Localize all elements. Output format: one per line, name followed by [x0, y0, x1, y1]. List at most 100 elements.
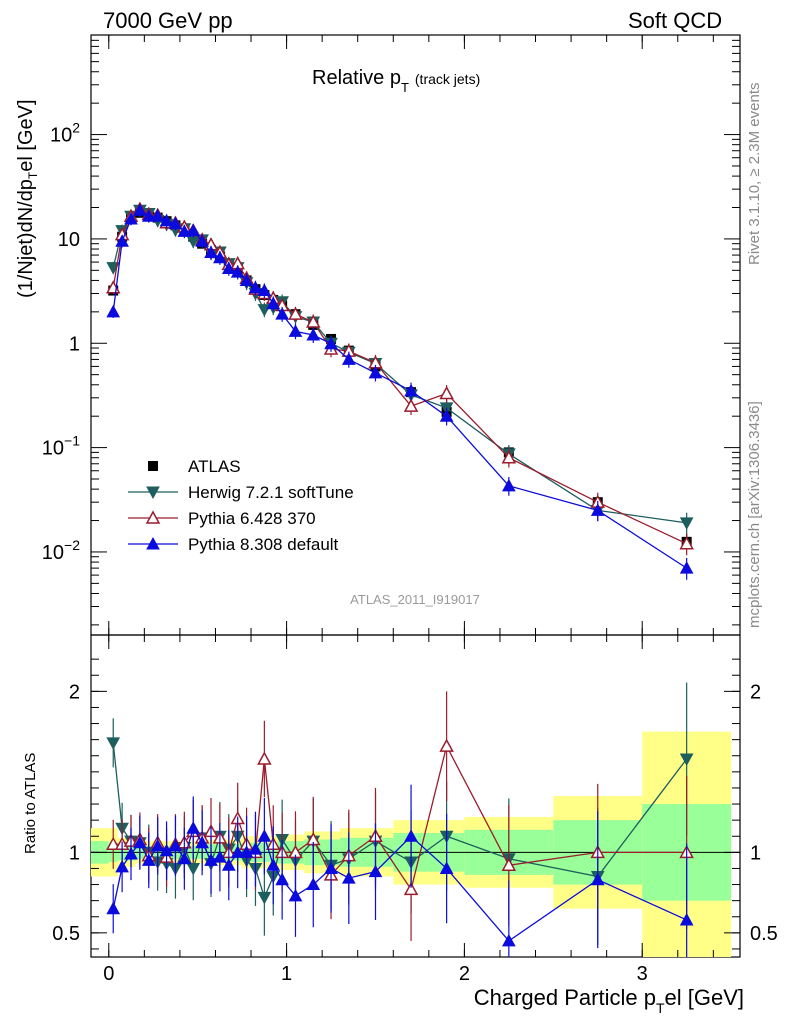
ratio-point-pythia-8-308-default: [186, 821, 201, 834]
ratio-point-herwig-7-2-1-softtune: [186, 862, 201, 876]
x-tick-label: 1: [281, 963, 292, 985]
point-pythia-8-308-default: [186, 223, 201, 237]
point-pythia-8-308-default: [275, 307, 289, 320]
ratio-point-pythia-8-308-default: [124, 846, 138, 860]
ratio-y-tick-label-right: 2: [750, 681, 761, 703]
legend-marker-pythia-6-428-370: [145, 510, 161, 524]
point-pythia-8-308-default: [341, 352, 356, 365]
legend-label-herwig-7-2-1-softtune: Herwig 7.2.1 softTune: [188, 483, 354, 502]
point-pythia-8-308-default: [213, 250, 227, 264]
point-pythia-6-428-370: [403, 398, 419, 412]
ratio-y-tick-label: 1: [69, 842, 80, 864]
ratio-point-pythia-6-428-370: [439, 738, 454, 752]
x-tick-label: 0: [103, 963, 114, 985]
ratio-point-pythia-8-308-default: [404, 829, 418, 842]
point-pythia-8-308-default: [404, 383, 418, 397]
point-pythia-6-428-370: [439, 385, 454, 400]
y-tick-label: 10−2: [42, 537, 80, 564]
ratio-point-pythia-8-308-default: [590, 872, 605, 886]
y-axis-label: (1/Njet)dN/dpTel [GeV]: [15, 99, 40, 298]
point-pythia-8-308-default: [115, 234, 129, 247]
point-pythia-8-308-default: [679, 561, 694, 574]
point-pythia-8-308-default: [248, 280, 263, 294]
legend-label-atlas: ATLAS: [188, 457, 241, 476]
legend-marker-atlas: [148, 461, 158, 471]
x-tick-label: 3: [637, 963, 648, 985]
header-category: Soft QCD: [628, 8, 723, 33]
ratio-point-pythia-8-308-default: [141, 853, 156, 866]
legend-marker-herwig-7-2-1-softtune: [146, 486, 160, 500]
ratio-point-pythia-8-308-default: [115, 859, 129, 873]
point-pythia-8-308-default: [221, 261, 236, 275]
point-pythia-8-308-default: [150, 208, 165, 222]
legend: ATLAS Herwig 7.2.1 softTune Pythia 6.428 3…: [128, 457, 354, 554]
ratio-point-pythia-8-308-default: [257, 829, 272, 842]
ratio-point-pythia-8-308-default: [502, 933, 516, 947]
ratio-y-tick-label: 0.5: [52, 923, 80, 945]
point-pythia-8-308-default: [141, 209, 156, 222]
ratio-point-pythia-6-428-370: [105, 836, 121, 851]
point-pythia-8-308-default: [204, 245, 218, 259]
ratio-point-pythia-8-308-default: [324, 861, 338, 874]
ratio-point-pythia-8-308-default: [341, 871, 356, 884]
ratio-point-pythia-8-308-default: [368, 864, 383, 878]
point-pythia-8-308-default: [288, 324, 303, 337]
point-pythia-8-308-default: [324, 336, 338, 350]
rivet-version-label: Rivet 3.1.10, ≥ 2.3M events: [746, 82, 763, 266]
legend-label-pythia-6-428-370: Pythia 6.428 370: [188, 509, 316, 528]
ratio-point-pythia-8-308-default: [150, 838, 165, 852]
ratio-point-pythia-6-428-370: [257, 751, 272, 765]
chart-title: Relative pT(track jets): [312, 67, 480, 95]
legend-label-pythia-8-308-default: Pythia 8.308 default: [188, 535, 339, 554]
ratio-y-tick-label-right: 1: [750, 842, 761, 864]
point-pythia-8-308-default: [257, 283, 272, 297]
point-pythia-8-308-default: [306, 327, 321, 341]
point-pythia-8-308-default: [266, 296, 281, 310]
point-pythia-8-308-default: [502, 478, 516, 492]
x-tick-label: 2: [459, 963, 470, 985]
point-pythia-8-308-default: [106, 304, 121, 318]
ratio-point-pythia-8-308-default: [230, 845, 245, 858]
ratio-point-herwig-7-2-1-softtune: [257, 891, 272, 905]
point-pythia-6-428-370: [305, 314, 321, 328]
ratio-y-tick-label-right: 0.5: [750, 923, 778, 945]
point-pythia-8-308-default: [239, 273, 254, 286]
ratio-point-pythia-8-308-default: [195, 835, 209, 849]
header-energy: 7000 GeV pp: [103, 8, 233, 33]
point-pythia-8-308-default: [133, 203, 147, 216]
point-pythia-6-428-370: [679, 536, 694, 550]
point-pythia-8-308-default: [230, 265, 245, 278]
ratio-point-pythia-8-308-default: [288, 888, 303, 902]
ratio-point-pythia-6-428-370: [501, 857, 517, 871]
ratio-point-pythia-8-308-default: [168, 838, 183, 852]
ratio-point-pythia-8-308-default: [306, 877, 321, 891]
ratio-point-herwig-7-2-1-softtune: [679, 753, 694, 767]
y-tick-label: 10−1: [42, 433, 80, 460]
point-pythia-8-308-default: [439, 409, 454, 422]
y-tick-label: 1: [69, 333, 80, 355]
ratio-point-pythia-8-308-default: [439, 861, 454, 874]
point-herwig-7-2-1-softtune: [679, 517, 694, 530]
ratio-plot-frame: [90, 634, 741, 958]
point-pythia-8-308-default: [168, 216, 183, 230]
x-axis-label: Charged Particle pTel [GeV]: [474, 985, 744, 1016]
watermark: ATLAS_2011_I919017: [350, 592, 480, 607]
source-label: mcplots.cern.ch [arXiv:1306.3436]: [746, 401, 763, 628]
point-pythia-8-308-default: [195, 234, 209, 247]
ratio-point-pythia-8-308-default: [275, 872, 289, 886]
y-tick-label: 10: [58, 229, 80, 251]
ratio-point-pythia-8-308-default: [106, 901, 121, 915]
ratio-y-axis-label: Ratio to ATLAS: [22, 752, 39, 854]
legend-marker-pythia-8-308-default: [146, 536, 160, 550]
point-pythia-8-308-default: [590, 503, 605, 516]
ratio-point-pythia-8-308-default: [213, 850, 227, 863]
point-pythia-8-308-default: [368, 365, 383, 379]
point-pythia-6-428-370: [288, 306, 303, 320]
ratio-point-pythia-8-308-default: [133, 835, 147, 849]
ratio-point-pythia-8-308-default: [266, 858, 281, 871]
y-tick-label: 102: [50, 120, 80, 147]
ratio-y-tick-label: 2: [69, 681, 80, 703]
point-pythia-8-308-default: [124, 212, 138, 225]
point-pythia-6-428-370: [501, 450, 517, 464]
